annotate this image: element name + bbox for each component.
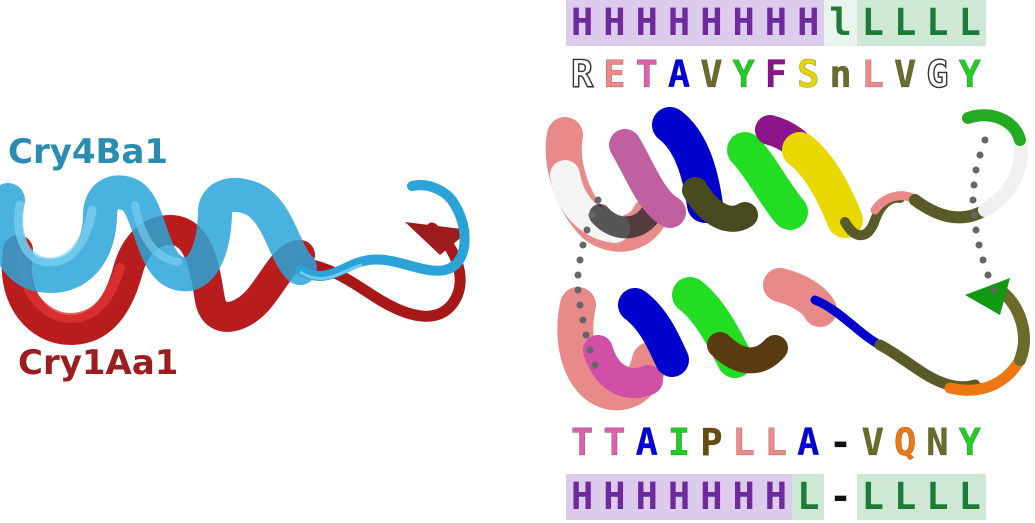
residue-letter: G <box>926 52 950 96</box>
ss-cell: - <box>829 475 852 518</box>
residue-letter: P <box>700 421 723 465</box>
ss-cell: L <box>856 0 889 46</box>
ss-cell: H <box>695 474 728 520</box>
residue-letter: Q <box>893 421 917 465</box>
residue-letter: T <box>635 53 658 97</box>
ss-cell: H <box>759 0 793 46</box>
residue-letter: A <box>635 421 658 465</box>
ss-cell: H <box>727 0 760 46</box>
residue-letter: - <box>829 421 852 465</box>
ss-cell: H <box>566 0 599 46</box>
ss-cell: H <box>662 474 696 520</box>
ss-cell: L <box>921 0 954 46</box>
ss-cell: l <box>824 0 857 46</box>
residue-letter: A <box>797 421 820 465</box>
top-colored-helix <box>545 107 1028 252</box>
ss-cell: H <box>566 474 599 520</box>
ss-cell: H <box>695 0 728 46</box>
residue-letter: L <box>861 53 884 97</box>
ss-cell: L <box>888 0 922 46</box>
ss-cell: L <box>888 474 922 520</box>
ss-cell: H <box>598 474 631 520</box>
ss-cell: H <box>662 0 696 46</box>
dotted-connector-right <box>969 136 998 294</box>
ss-cell: L <box>953 0 986 46</box>
dotted-connector-left <box>574 196 602 369</box>
ss-cell: L <box>921 474 954 520</box>
residue-letter: T <box>571 421 594 465</box>
ss-cell: H <box>630 474 663 520</box>
residue-letter: Y <box>732 53 755 97</box>
cry4ba1-ribbon <box>0 175 470 293</box>
cry1aa1-label: Cry1Aa1 <box>18 343 179 383</box>
ss-cell: H <box>759 474 793 520</box>
residue-letter: V <box>700 53 723 97</box>
residue-letter: I <box>667 421 691 465</box>
residue-letter: R <box>570 52 594 96</box>
ss-cell: L <box>792 474 825 520</box>
residue-letter: E <box>603 53 626 97</box>
residue-letter: N <box>926 421 949 465</box>
residue-letter: L <box>732 421 755 465</box>
residue-letter: V <box>893 53 917 97</box>
ss-cell: H <box>630 0 663 46</box>
ss-cell: H <box>727 474 760 520</box>
ss-cell: H <box>598 0 631 46</box>
residue-letter: Y <box>958 53 981 97</box>
residue-letter: L <box>764 421 788 465</box>
ss-cell: L <box>856 474 889 520</box>
residue-letter: Y <box>958 421 981 465</box>
bottom-colored-helix <box>557 268 1030 411</box>
ss-cell: H <box>792 0 825 46</box>
residue-letter: A <box>667 53 691 97</box>
cry4ba1-label: Cry4Ba1 <box>8 132 169 172</box>
ss-cell: L <box>953 474 986 520</box>
residue-letter: V <box>861 421 884 465</box>
residue-letter: T <box>603 421 626 465</box>
residue-letter: S <box>797 53 820 97</box>
residue-letter: F <box>764 53 788 97</box>
residue-letter: n <box>829 53 852 97</box>
